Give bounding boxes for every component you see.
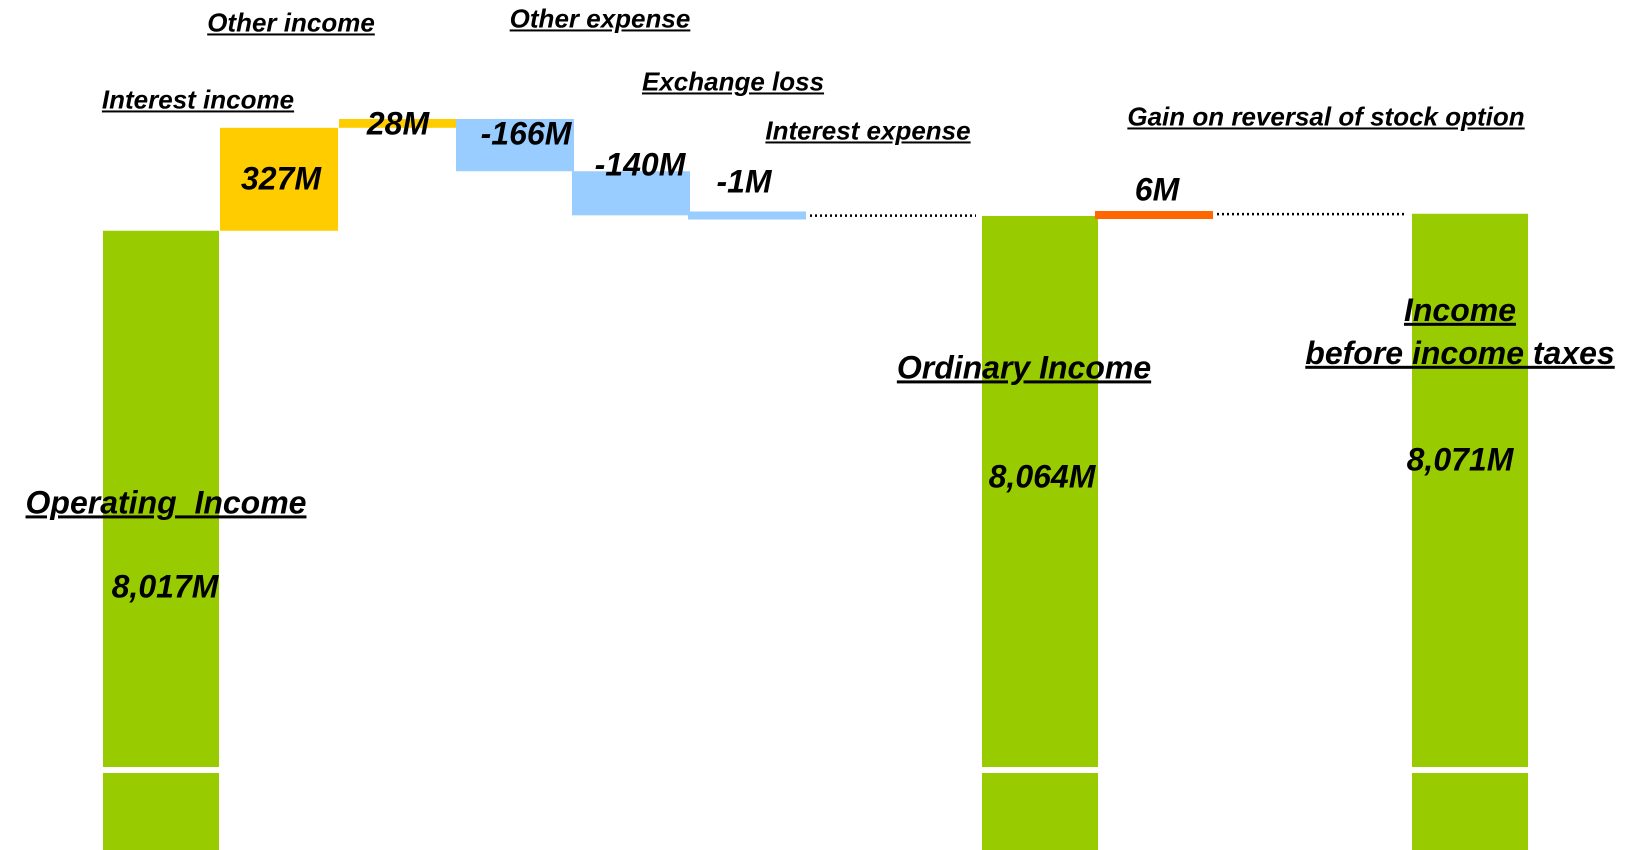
category-label: Operating Income <box>25 484 307 521</box>
bar <box>103 230 219 850</box>
value-label: -140M <box>594 146 686 183</box>
bar <box>688 211 806 220</box>
bar <box>339 119 457 128</box>
category-label: Exchange loss <box>641 66 825 97</box>
value-label: 6M <box>1134 171 1180 208</box>
category-label: Interest expense <box>765 115 971 146</box>
category-label: Other income <box>207 7 375 38</box>
axis-break <box>980 767 1100 773</box>
value-label: 8,064M <box>988 458 1096 495</box>
axis-break <box>1410 767 1530 773</box>
value-label: 327M <box>240 160 322 197</box>
category-label: Other expense <box>509 3 691 34</box>
bar <box>220 127 338 231</box>
bar <box>982 215 1098 850</box>
value-label: 8,017M <box>111 568 219 605</box>
category-label: Income before income taxes <box>1305 291 1615 371</box>
value-label: -166M <box>480 115 572 152</box>
bar <box>572 171 690 216</box>
category-label: Gain on reversal of stock option <box>1127 101 1525 132</box>
bar <box>456 119 574 172</box>
value-label: -1M <box>716 163 772 200</box>
bar <box>1095 211 1213 220</box>
category-label: Ordinary Income <box>896 349 1152 386</box>
value-label: 8,071M <box>1406 441 1514 478</box>
axis-break <box>101 767 221 773</box>
value-label: 28M <box>366 105 430 142</box>
bar <box>1412 213 1528 850</box>
category-label: Interest income <box>101 84 295 115</box>
